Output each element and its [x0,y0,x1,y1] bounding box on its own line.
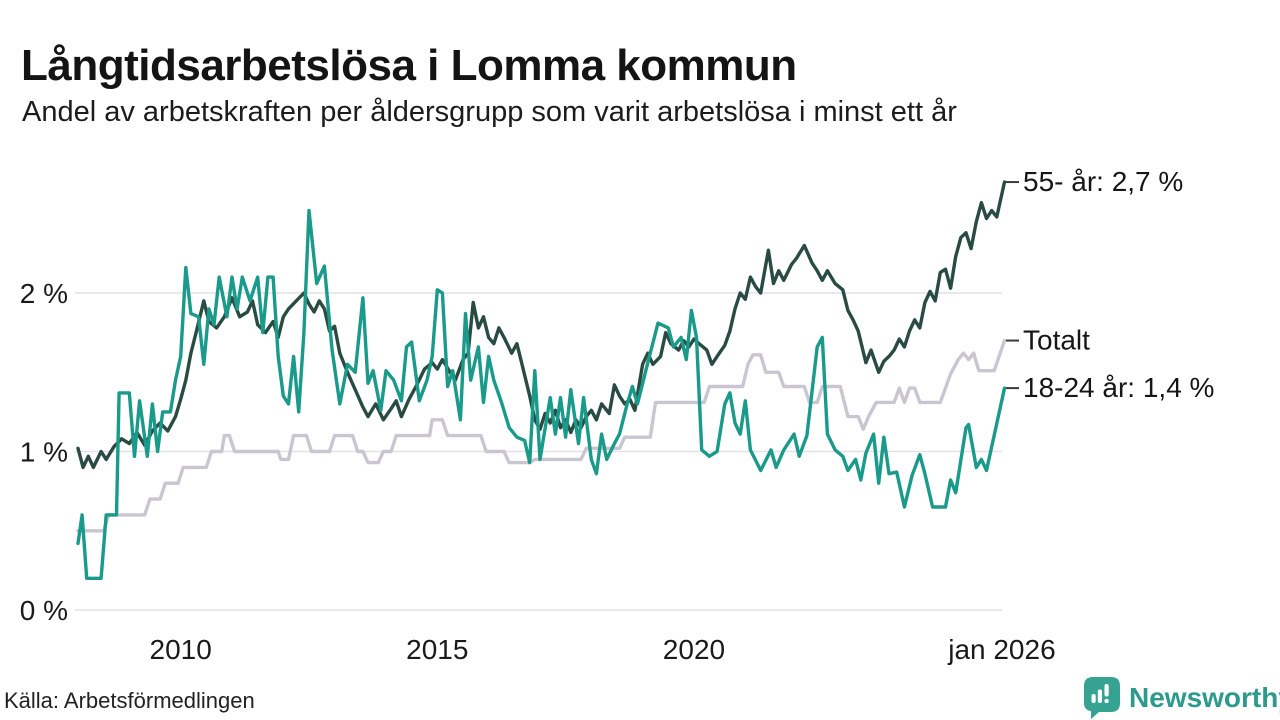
page-title: Långtidsarbetslösa i Lomma kommun [21,41,797,91]
series-line-55plus [76,180,1007,470]
x-tick-label: 2015 [406,634,468,665]
x-tick-label: jan 2026 [947,634,1055,665]
series-end-label-55plus: 55- år: 2,7 % [1023,166,1183,197]
chart-subtitle: Andel av arbetskraften per åldersgrupp s… [22,96,957,128]
source-note: Källa: Arbetsförmedlingen [4,688,255,713]
x-tick-label: 2020 [663,634,725,665]
y-tick-label: 1 % [20,437,68,468]
y-tick-label: 0 % [20,595,68,626]
series-end-label-18-24: 18-24 år: 1,4 % [1023,372,1214,403]
newsworthy-logo: Newsworthy [1084,677,1280,719]
series-line-totalt [76,338,1007,533]
newsworthy-icon [1084,677,1120,719]
newsworthy-wordmark: Newsworthy [1129,682,1280,713]
y-tick-label: 2 % [20,278,68,309]
x-tick-label: 2010 [150,634,212,665]
series-end-label-totalt: Totalt [1023,325,1090,356]
series-line-18-24 [76,208,1007,580]
